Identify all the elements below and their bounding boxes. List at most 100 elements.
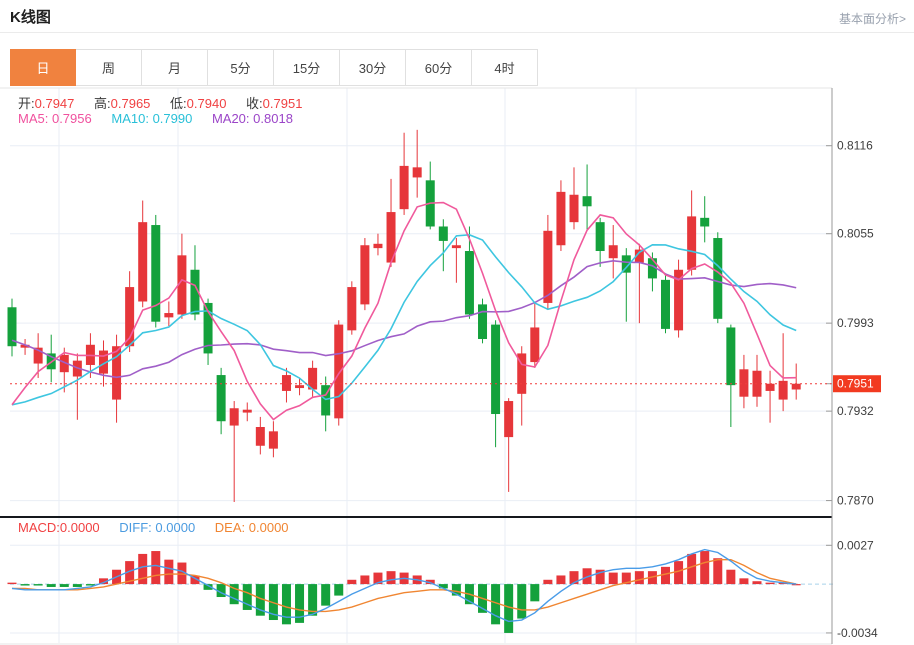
ma5-label: MA5: bbox=[18, 111, 49, 126]
macd-bar bbox=[778, 582, 788, 585]
candle-body[interactable] bbox=[98, 350, 108, 374]
macd-bar bbox=[164, 559, 174, 585]
tab-60min[interactable]: 60分 bbox=[406, 49, 472, 86]
macd-bar bbox=[661, 566, 670, 585]
tab-day[interactable]: 日 bbox=[10, 49, 76, 86]
dea-label: DEA: bbox=[214, 520, 246, 535]
candle-body[interactable] bbox=[229, 408, 239, 426]
candle-body[interactable] bbox=[661, 279, 670, 329]
macd-bar bbox=[595, 569, 605, 585]
candle-body[interactable] bbox=[190, 269, 200, 315]
candle-body[interactable] bbox=[543, 230, 553, 303]
macd-bar bbox=[765, 582, 775, 585]
candle-body[interactable] bbox=[438, 226, 448, 241]
candle-body[interactable] bbox=[504, 401, 514, 438]
candle-body[interactable] bbox=[621, 255, 631, 273]
candle-body[interactable] bbox=[177, 255, 187, 315]
candle-body[interactable] bbox=[242, 409, 252, 413]
candle-body[interactable] bbox=[700, 217, 710, 227]
macd-bar bbox=[334, 584, 344, 596]
candle-body[interactable] bbox=[7, 307, 17, 347]
candle-body[interactable] bbox=[647, 258, 657, 279]
candle-body[interactable] bbox=[582, 196, 592, 207]
candle-body[interactable] bbox=[491, 324, 501, 415]
tab-15min[interactable]: 15分 bbox=[274, 49, 340, 86]
macd-bar bbox=[20, 584, 30, 586]
macd-bar bbox=[295, 584, 305, 623]
candle-body[interactable] bbox=[399, 165, 409, 210]
candle-body[interactable] bbox=[308, 367, 318, 390]
macd-bar bbox=[726, 569, 736, 585]
candle-body[interactable] bbox=[556, 191, 566, 246]
candle-body[interactable] bbox=[334, 324, 344, 419]
macd-bar bbox=[752, 581, 762, 585]
macd-bar bbox=[700, 551, 710, 585]
candle-body[interactable] bbox=[360, 245, 370, 305]
candle-body[interactable] bbox=[517, 353, 527, 394]
candle-body[interactable] bbox=[608, 245, 618, 259]
candle-body[interactable] bbox=[138, 222, 148, 302]
tab-5min[interactable]: 5分 bbox=[208, 49, 274, 86]
ma10-value: 0.7990 bbox=[152, 111, 193, 126]
ma5-value: 0.7956 bbox=[51, 111, 92, 126]
candle-body[interactable] bbox=[151, 225, 161, 322]
candle-body[interactable] bbox=[295, 385, 305, 389]
candle-body[interactable] bbox=[268, 431, 278, 449]
candle-body[interactable] bbox=[634, 249, 644, 263]
tab-30min[interactable]: 30分 bbox=[340, 49, 406, 86]
macd-bar bbox=[713, 558, 723, 585]
tab-week[interactable]: 周 bbox=[76, 49, 142, 86]
candle-body[interactable] bbox=[569, 194, 579, 223]
candle-body[interactable] bbox=[20, 344, 30, 348]
fundamental-analysis-link[interactable]: 基本面分析> bbox=[838, 12, 906, 26]
candle-body[interactable] bbox=[478, 304, 488, 340]
candle-body[interactable] bbox=[347, 287, 357, 331]
candle-body[interactable] bbox=[216, 375, 226, 422]
candle-body[interactable] bbox=[765, 383, 775, 391]
ma10-label: MA10: bbox=[111, 111, 149, 126]
candle-body[interactable] bbox=[739, 369, 749, 397]
page-title: K线图 bbox=[10, 9, 51, 26]
candle-body[interactable] bbox=[281, 375, 291, 391]
macd-bar bbox=[608, 572, 618, 585]
candle-body[interactable] bbox=[412, 167, 422, 178]
candle-body[interactable] bbox=[464, 251, 474, 315]
macd-bar bbox=[125, 561, 135, 585]
candle-body[interactable] bbox=[778, 380, 788, 400]
macd-bar bbox=[242, 584, 252, 610]
tab-month[interactable]: 月 bbox=[142, 49, 208, 86]
candle-body[interactable] bbox=[59, 354, 69, 373]
diff-value: 0.0000 bbox=[155, 520, 196, 535]
candle-body[interactable] bbox=[112, 346, 122, 400]
candle-body[interactable] bbox=[726, 327, 736, 386]
open-label: 开: bbox=[18, 96, 35, 111]
macd-bar bbox=[425, 579, 435, 585]
candle-body[interactable] bbox=[595, 222, 605, 252]
candle-body[interactable] bbox=[713, 238, 723, 319]
candle-body[interactable] bbox=[674, 269, 684, 331]
macd-bar bbox=[530, 584, 540, 602]
candle-body[interactable] bbox=[321, 385, 331, 416]
candle-body[interactable] bbox=[791, 383, 801, 390]
candle-body[interactable] bbox=[687, 216, 697, 270]
price-axis-label: 0.7932 bbox=[837, 404, 874, 418]
macd-bar bbox=[386, 571, 396, 585]
macd-bar bbox=[281, 584, 291, 625]
candle-body[interactable] bbox=[125, 287, 135, 347]
candle-body[interactable] bbox=[33, 347, 43, 364]
macd-bar bbox=[203, 584, 213, 590]
candle-body[interactable] bbox=[530, 327, 540, 363]
close-value: 0.7951 bbox=[262, 96, 303, 111]
candle-body[interactable] bbox=[164, 313, 174, 318]
tab-4hour[interactable]: 4时 bbox=[472, 49, 538, 86]
candle-body[interactable] bbox=[386, 212, 396, 263]
candle-body[interactable] bbox=[373, 243, 383, 249]
ohlc-legend: 开:0.7947 高:0.7965 低:0.7940 收:0.7951 bbox=[18, 93, 318, 112]
macd-bar bbox=[7, 582, 17, 585]
candle-body[interactable] bbox=[255, 427, 265, 446]
candle-body[interactable] bbox=[451, 245, 461, 249]
macd-bar bbox=[517, 584, 527, 619]
candle-body[interactable] bbox=[203, 302, 213, 354]
